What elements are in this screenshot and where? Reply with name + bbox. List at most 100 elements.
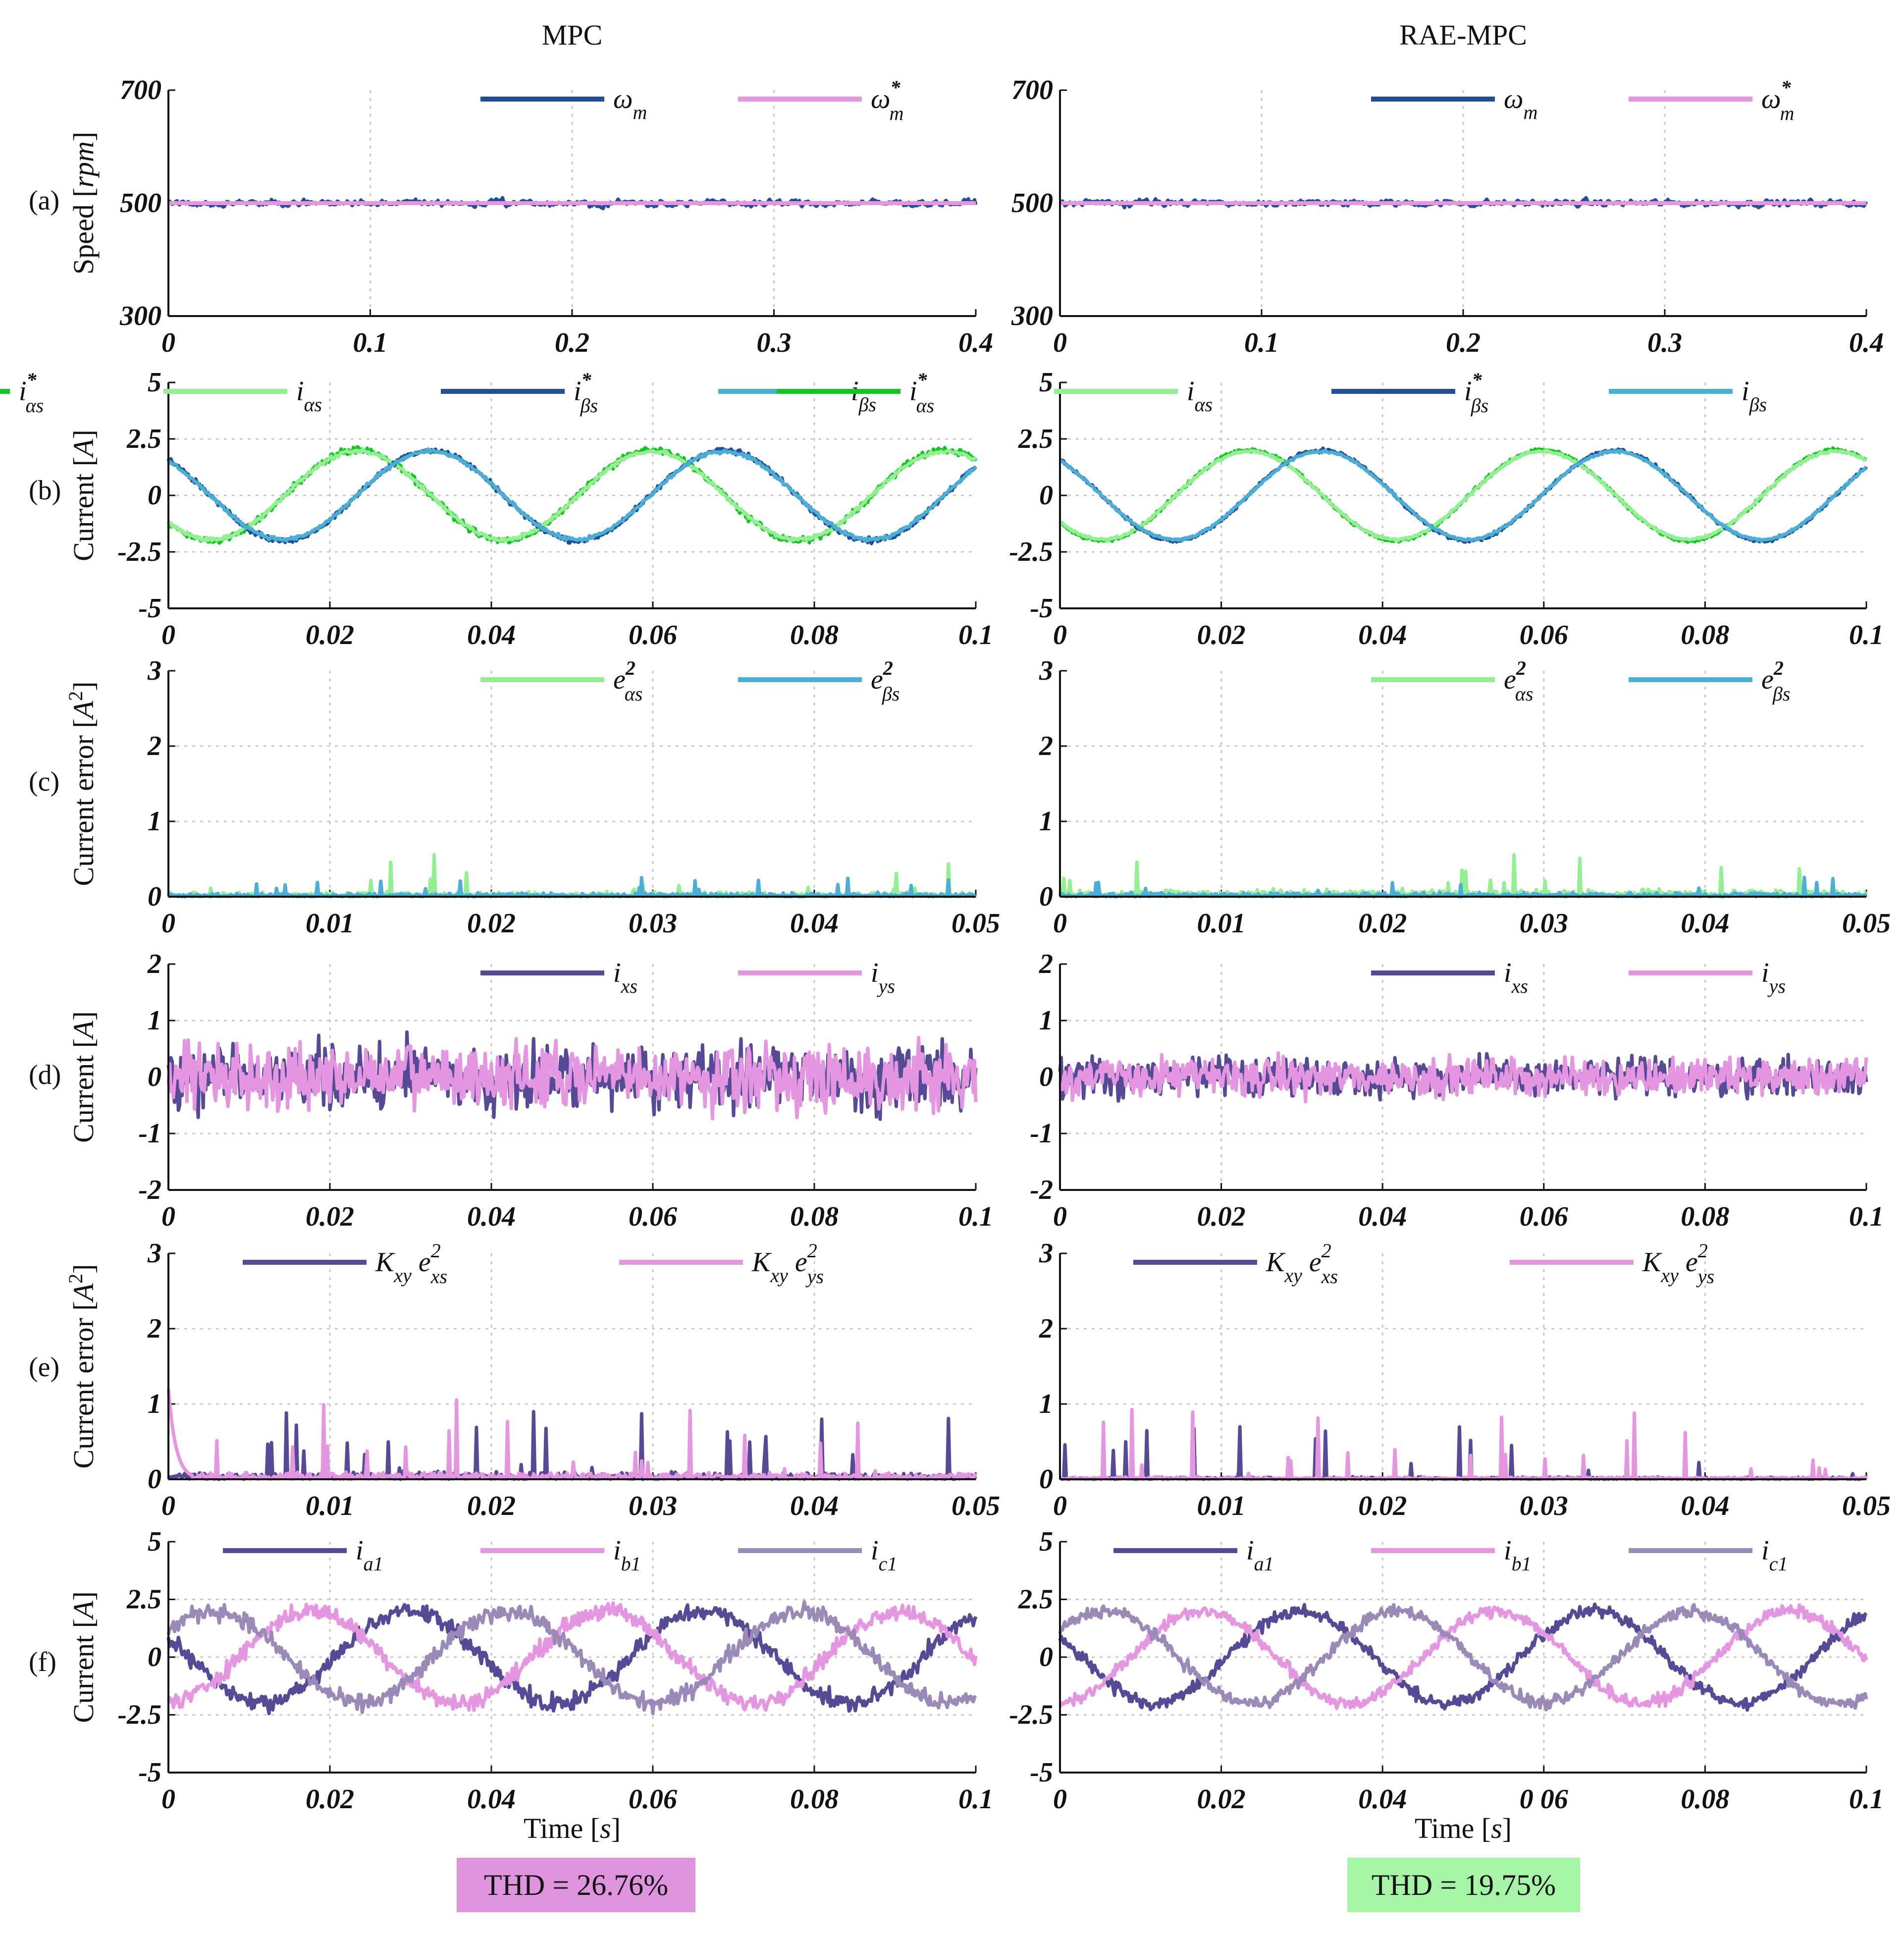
- x-tick-label: 0.4: [1849, 327, 1884, 358]
- x-tick-label: 0.01: [1197, 1491, 1246, 1521]
- y-tick-label: 0: [148, 1642, 161, 1672]
- x-tick-label: 0: [1053, 1784, 1067, 1815]
- series-i_αs: [167, 447, 977, 543]
- x-tick-label: 0.04: [467, 620, 516, 650]
- x-tick-label: 0.02: [306, 1784, 354, 1815]
- legend-label: ic1: [871, 1535, 897, 1575]
- y-tick-label: 0: [148, 1464, 161, 1495]
- x-tick-label: 0.1: [958, 1784, 993, 1815]
- y-tick-label: 700: [1011, 75, 1053, 106]
- x-tick-label: 0.05: [1842, 908, 1891, 939]
- series-i_b1: [1058, 1603, 1868, 1710]
- x-tick-label: 0.1: [1849, 1784, 1884, 1815]
- x-tick-label: 0.08: [1681, 620, 1729, 650]
- x-tick-label: 0.02: [306, 620, 354, 650]
- x-tick-label: 0: [161, 908, 175, 939]
- legend-label: ω* m: [1761, 76, 1794, 124]
- series-i_c1: [1058, 1603, 1868, 1712]
- x-tick-label: 0.1: [958, 1201, 993, 1232]
- y-axis-label-b: Current [A]: [67, 430, 100, 561]
- y-tick-label: 2: [147, 731, 161, 761]
- y-tick-label: -1: [138, 1118, 161, 1149]
- y-tick-label: 0: [1039, 1062, 1053, 1092]
- chart-d-rae-mpc: 0 0.02 0.04 0.06 0.08 0.1 -2 -1 0 1 2 ixs iys: [1030, 949, 1884, 1232]
- x-tick-label: 0.08: [1681, 1784, 1729, 1815]
- legend-label: ixs: [1504, 958, 1528, 997]
- x-tick-label: 0.1: [958, 620, 993, 650]
- y-tick-label: -2.5: [1009, 537, 1053, 567]
- x-tick-label: 0: [161, 1491, 175, 1521]
- x-tick-label: 0.01: [1197, 908, 1246, 939]
- series-i_αs: [1058, 448, 1868, 543]
- y-tick-label: 2.5: [1018, 1584, 1053, 1615]
- y-tick-label: 500: [1011, 188, 1053, 218]
- legend-label: e2 βs: [1761, 657, 1790, 705]
- x-tick-label: 0.1: [1849, 1201, 1884, 1232]
- y-axis-label-a: Speed [rpm]: [67, 132, 100, 274]
- y-tick-label: 1: [148, 1389, 161, 1419]
- legend-label: ω* m: [871, 76, 903, 124]
- x-tick-label: 0.08: [1681, 1201, 1729, 1232]
- x-tick-label: 0.02: [467, 1491, 516, 1521]
- x-tick-label: 0: [161, 620, 175, 650]
- chart-b-rae-mpc: 0 0.02 0.04 0.06 0.08 0.1 -5 -2.5 0 2.5 5 i* αs iαs i*…: [777, 367, 1884, 650]
- y-tick-label: -2: [138, 1175, 161, 1205]
- chart-c-mpc: 0 0.01 0.02 0.03 0.04 0.05 0 1 2 3 e2 αs e2 βs Current…: [64, 655, 1000, 939]
- x-tick-label: 0.06: [629, 1784, 677, 1815]
- legend-label: ωm: [613, 84, 647, 123]
- x-tick-label: 0.02: [1197, 1201, 1246, 1232]
- x-axis-label-mpc: Time [s]: [524, 1812, 621, 1844]
- y-tick-label: 0: [1039, 480, 1053, 511]
- y-tick-label: -2: [1030, 1175, 1053, 1205]
- series-i_a1: [1058, 1602, 1868, 1712]
- x-tick-label: 0.04: [1358, 1201, 1407, 1232]
- legend-label: Kxy e2 ys: [751, 1239, 824, 1288]
- x-tick-label: 0.02: [467, 908, 516, 939]
- chart-f-mpc: 0 0.02 0.04 0.06 0.08 0.1 -5 -2.5 0 2.5 5 ia1 ib1 ic1…: [67, 1526, 993, 1815]
- row-label-d: (d): [29, 1060, 61, 1090]
- legend-label: e2 αs: [613, 657, 642, 705]
- y-tick-label: 3: [1039, 1238, 1053, 1269]
- x-tick-label: 0.06: [629, 1201, 677, 1232]
- chart-e-mpc: 0 0.01 0.02 0.03 0.04 0.05 0 1 2 3 Kxy e2 xs Kxy e2 y…: [64, 1238, 1000, 1521]
- y-tick-label: -5: [1030, 593, 1053, 624]
- x-tick-label: 0.04: [1681, 908, 1729, 939]
- y-tick-label: 5: [148, 1526, 161, 1557]
- legend-label: ωm: [1504, 84, 1537, 123]
- series-e²_βs: [168, 876, 977, 899]
- y-tick-label: 500: [120, 188, 161, 218]
- y-tick-label: -2.5: [117, 1700, 161, 1730]
- legend-label: Kxy e2 ys: [1642, 1239, 1714, 1288]
- y-tick-label: 0: [1039, 1464, 1053, 1495]
- y-tick-label: -5: [138, 1757, 161, 1788]
- x-tick-label: 0: [1053, 327, 1067, 358]
- chart-a-rae-mpc: 0 0.1 0.2 0.3 0.4 300 500 700 ωm ω* m: [1011, 75, 1884, 358]
- legend-label: Kxy e2 xs: [1266, 1239, 1338, 1288]
- x-tick-label: 0.04: [1681, 1491, 1729, 1521]
- y-tick-label: -5: [138, 593, 161, 624]
- legend-label: i* αs: [19, 369, 44, 417]
- y-tick-label: -2.5: [1009, 1700, 1053, 1730]
- x-tick-label: 0: [1053, 620, 1067, 650]
- series-i_ys: [166, 1035, 978, 1121]
- y-tick-label: 0: [148, 881, 161, 912]
- series-i_βs: [166, 447, 977, 543]
- x-tick-label: 0.04: [790, 1491, 839, 1521]
- x-tick-label: 0.02: [306, 1201, 354, 1232]
- x-tick-label: 0.06: [1520, 620, 1568, 650]
- x-tick-label: 0: [161, 1201, 175, 1232]
- x-tick-label: 0.08: [790, 1784, 839, 1815]
- y-tick-label: 300: [1011, 301, 1053, 331]
- x-tick-label: 0.08: [790, 620, 839, 650]
- series-e²_αs: [1058, 853, 1868, 899]
- legend-label: iαs: [296, 376, 322, 416]
- chart-c-rae-mpc: 0 0.01 0.02 0.03 0.04 0.05 0 1 2 3 e2 αs e2 βs: [1039, 655, 1891, 939]
- legend-label: ib1: [1504, 1535, 1532, 1575]
- y-tick-label: -1: [1030, 1118, 1053, 1149]
- y-tick-label: 0: [148, 1062, 161, 1092]
- series-i_ys: [1058, 1051, 1868, 1104]
- y-tick-label: 1: [1039, 1389, 1053, 1419]
- x-tick-label: 0.03: [1520, 1491, 1568, 1521]
- thd-badge-mpc: THD = 26.76%: [457, 1858, 695, 1912]
